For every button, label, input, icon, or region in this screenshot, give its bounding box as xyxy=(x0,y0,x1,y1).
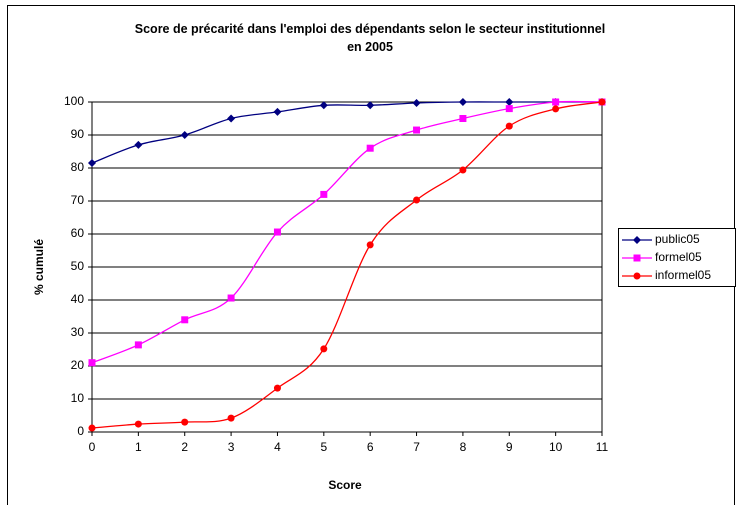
data-point xyxy=(320,190,328,198)
legend-label: formel05 xyxy=(655,250,702,264)
data-point xyxy=(459,166,467,174)
x-tick-label: 3 xyxy=(228,440,235,454)
x-tick-label: 0 xyxy=(89,440,96,454)
data-point xyxy=(180,131,189,139)
y-tick-label: 20 xyxy=(71,358,85,372)
data-point xyxy=(505,122,513,130)
data-point xyxy=(134,140,143,149)
data-point xyxy=(181,418,189,426)
data-point xyxy=(552,98,560,106)
legend-marker xyxy=(633,272,641,280)
data-point xyxy=(273,384,281,392)
x-tick-label: 6 xyxy=(367,440,374,454)
chart-title: Score de précarité dans l'emploi des dép… xyxy=(134,22,606,54)
data-point xyxy=(273,228,281,236)
legend-marker xyxy=(633,254,641,262)
x-tick-label: 5 xyxy=(320,440,327,454)
series-line xyxy=(91,101,603,429)
x-tick-label: 9 xyxy=(506,440,513,454)
data-point xyxy=(88,159,96,168)
y-tick-label: 80 xyxy=(71,160,85,174)
data-point xyxy=(366,144,374,152)
x-tick-label: 11 xyxy=(596,440,609,454)
data-point xyxy=(134,341,142,349)
y-tick-label: 50 xyxy=(71,259,85,273)
x-tick-label: 1 xyxy=(135,440,142,454)
data-point xyxy=(505,98,514,106)
x-tick-label: 10 xyxy=(549,440,563,454)
legend-label: informel05 xyxy=(655,268,711,282)
data-point xyxy=(413,126,421,134)
x-tick-label: 4 xyxy=(274,440,281,454)
legend-label: public05 xyxy=(655,232,700,246)
data-point xyxy=(366,241,374,249)
x-tick-label: 8 xyxy=(460,440,467,454)
y-tick-label: 60 xyxy=(71,226,85,240)
data-point xyxy=(227,294,235,302)
x-tick-label: 7 xyxy=(413,440,420,454)
series-line xyxy=(91,100,603,364)
data-point xyxy=(458,98,467,106)
data-point xyxy=(413,196,421,204)
data-point xyxy=(505,105,513,113)
y-tick-label: 30 xyxy=(71,325,85,339)
data-point xyxy=(319,101,328,110)
data-point xyxy=(181,316,189,324)
x-tick-label: 2 xyxy=(181,440,188,454)
data-point xyxy=(366,101,375,110)
y-tick-label: 70 xyxy=(71,193,85,207)
legend-marker xyxy=(633,236,641,244)
y-tick-label: 0 xyxy=(77,424,84,438)
data-point xyxy=(459,115,467,122)
data-point xyxy=(273,107,282,116)
y-tick-label: 100 xyxy=(64,94,84,108)
y-axis-label: % cumulé xyxy=(32,239,46,295)
data-point xyxy=(320,345,328,353)
data-point xyxy=(134,420,142,428)
x-axis-label: Score xyxy=(328,478,362,492)
data-point xyxy=(227,414,235,422)
data-point xyxy=(88,359,96,367)
data-point xyxy=(88,424,96,432)
data-point xyxy=(227,114,236,123)
data-point xyxy=(598,98,606,106)
y-tick-label: 10 xyxy=(71,391,85,405)
y-tick-label: 90 xyxy=(71,127,85,141)
data-point xyxy=(552,105,560,113)
data-point xyxy=(412,98,421,107)
y-tick-label: 40 xyxy=(71,292,85,306)
series-line xyxy=(91,101,602,164)
